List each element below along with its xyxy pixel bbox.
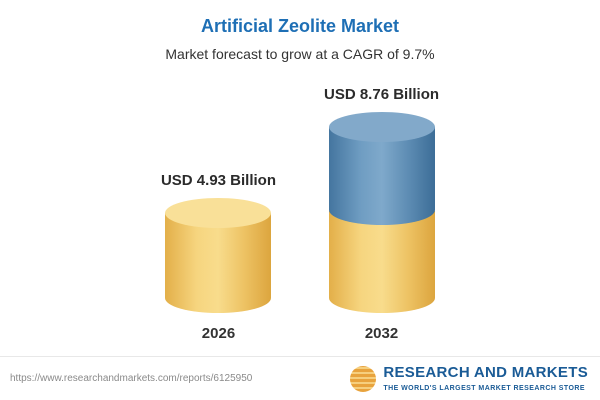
globe-bars-icon — [350, 365, 377, 392]
logo-main-text: RESEARCH AND MARKETS — [383, 364, 588, 382]
logo-tagline: THE WORLD'S LARGEST MARKET RESEARCH STOR… — [383, 384, 585, 392]
bar-2026-body — [165, 198, 272, 313]
research-and-markets-logo: RESEARCH AND MARKETS THE WORLD'S LARGEST… — [350, 365, 588, 392]
bar-2032-cylinder — [328, 112, 435, 313]
report-url: https://www.researchandmarkets.com/repor… — [10, 373, 253, 384]
bar-2032-top-segment — [328, 112, 435, 225]
logo-text-block: RESEARCH AND MARKETS THE WORLD'S LARGEST… — [383, 365, 588, 392]
value-label-2032: USD 8.76 Billion — [324, 86, 440, 103]
chart-title: Artificial Zeolite Market — [200, 16, 400, 36]
category-label-2026: 2026 — [201, 325, 236, 342]
chart-area: USD 4.93 Billion 2026 USD 8.76 Billion 2… — [0, 86, 600, 342]
bar-2032-bottom-segment — [328, 211, 435, 313]
chart-subtitle: Market forecast to grow at a CAGR of 9.7… — [165, 46, 435, 62]
category-label-2032: 2032 — [364, 325, 399, 342]
bar-group-2032: USD 8.76 Billion 2032 — [324, 86, 439, 342]
bar-2026-cylinder — [165, 198, 272, 313]
bar-group-2026: USD 4.93 Billion 2026 — [161, 172, 276, 342]
footer: https://www.researchandmarkets.com/repor… — [0, 356, 600, 400]
value-label-2026: USD 4.93 Billion — [160, 172, 276, 189]
bar-2032-top-cap — [328, 112, 435, 142]
bar-2026-top-cap — [165, 198, 272, 228]
chart-header: Artificial Zeolite Market Market forecas… — [0, 0, 600, 62]
